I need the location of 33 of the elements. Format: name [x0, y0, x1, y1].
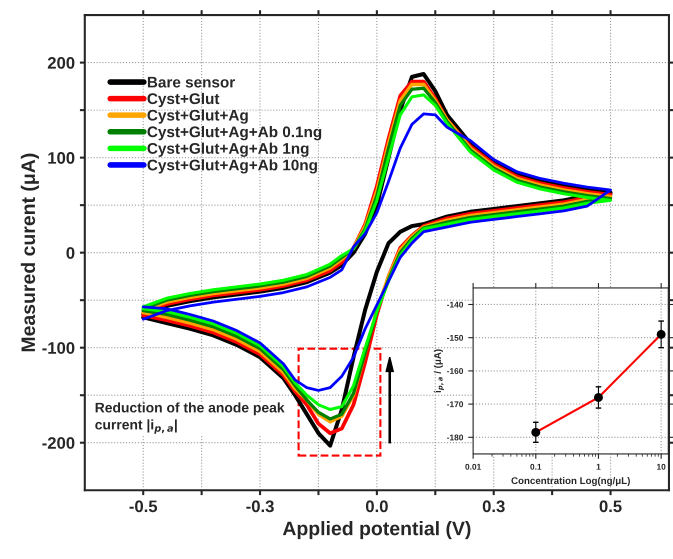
legend-label: Bare sensor — [148, 76, 235, 88]
y-tick-label: 100 — [48, 152, 74, 164]
x-axis-title: Applied potential (V) — [282, 521, 470, 540]
y-axis-title: i$_{p,a}$ / (μA) — [434, 349, 444, 392]
y-tick-label: -150 — [447, 334, 464, 341]
x-tick-label: 0.1 — [530, 464, 542, 470]
x-tick-label: 0.0 — [366, 500, 388, 512]
x-tick-label: -0.3 — [246, 500, 274, 512]
x-tick-label: -0.5 — [130, 500, 158, 512]
point — [531, 428, 540, 437]
point — [594, 392, 603, 402]
y-tick-label: -140 — [447, 302, 464, 308]
point — [656, 330, 666, 339]
y-axis-title: Measured curent (μA) — [20, 154, 39, 352]
y-tick-label: -100 — [42, 342, 74, 354]
y-tick-label: -200 — [42, 437, 74, 449]
x-tick-label: 0.01 — [465, 464, 481, 470]
y-tick-label: -180 — [447, 434, 464, 440]
x-tick-label: 1 — [596, 464, 601, 470]
x-axis-title: Concentration Log(ng/μL) — [511, 476, 630, 486]
y-tick-label: -170 — [447, 401, 464, 408]
y-tick-label: -160 — [447, 368, 464, 374]
x-tick-label: 0.3 — [482, 500, 505, 512]
legend-label: Cyst+Glut+Ag — [148, 109, 248, 124]
y-tick-label: 200 — [48, 57, 74, 69]
legend-label: Cyst+Glut+Ag+Ab 0.1ng — [148, 126, 322, 140]
legend-label: Cyst+Glut+Ag+Ab 10ng — [148, 159, 317, 174]
annotation: Reduction of the anode peak current |i$_{p,a}$| — [95, 402, 285, 434]
legend-label: Cyst+Glut — [148, 92, 220, 108]
legend-label: Cyst+Glut+Ag+Ab 1ng — [148, 142, 308, 157]
x-tick-label: 10 — [657, 464, 666, 470]
y-tick-label: 0 — [66, 247, 74, 259]
x-tick-label: 0.5 — [600, 500, 622, 512]
